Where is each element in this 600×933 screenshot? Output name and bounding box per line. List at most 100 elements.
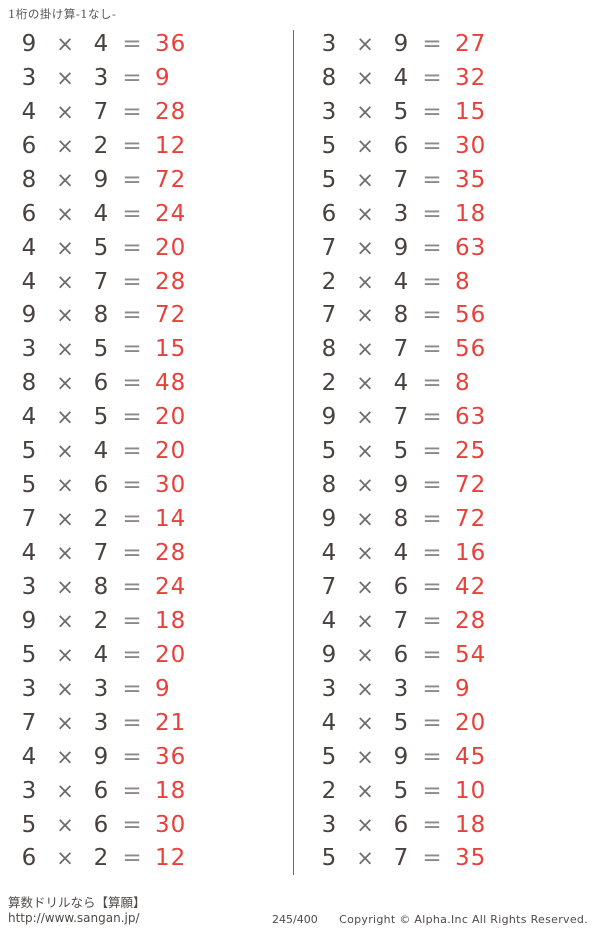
footer: 算数ドリルなら【算願】 http://www.sangan.jp/ 245/40…: [0, 890, 600, 933]
equals-symbol: =: [122, 166, 142, 193]
times-symbol: ×: [356, 201, 374, 226]
multiplier: 9: [93, 743, 109, 770]
multiplier: 9: [393, 743, 409, 770]
problem-row: 4 × 7 = 28: [0, 536, 292, 570]
answer: 10: [455, 777, 487, 804]
multiplier: 6: [393, 573, 409, 600]
times-symbol: ×: [56, 337, 74, 362]
answer: 15: [155, 336, 187, 363]
multiplicand: 2: [321, 268, 337, 295]
problem-row: 8 × 7 = 56: [300, 332, 592, 366]
answer: 30: [455, 132, 487, 159]
problem-row: 3 × 6 = 18: [0, 774, 292, 808]
equals-symbol: =: [422, 743, 442, 770]
equals-symbol: =: [422, 540, 442, 567]
equals-symbol: =: [122, 709, 142, 736]
answer: 15: [455, 98, 487, 125]
times-symbol: ×: [56, 710, 74, 735]
multiplicand: 5: [321, 438, 337, 465]
times-symbol: ×: [56, 507, 74, 532]
problem-row: 3 × 5 = 15: [0, 332, 292, 366]
multiplier: 9: [93, 166, 109, 193]
problem-row: 4 × 9 = 36: [0, 740, 292, 774]
answer: 72: [455, 506, 487, 533]
problem-row: 8 × 4 = 32: [300, 61, 592, 95]
problem-row: 9 × 7 = 63: [300, 400, 592, 434]
multiplicand: 9: [21, 607, 37, 634]
multiplier: 5: [93, 234, 109, 261]
multiplicand: 4: [321, 540, 337, 567]
multiplier: 5: [393, 438, 409, 465]
multiplicand: 3: [321, 675, 337, 702]
multiplier: 3: [93, 64, 109, 91]
multiplicand: 7: [321, 302, 337, 329]
multiplicand: 4: [21, 540, 37, 567]
equals-symbol: =: [422, 166, 442, 193]
times-symbol: ×: [356, 439, 374, 464]
times-symbol: ×: [356, 303, 374, 328]
equals-symbol: =: [122, 573, 142, 600]
times-symbol: ×: [56, 439, 74, 464]
column-divider: [292, 30, 294, 875]
times-symbol: ×: [56, 99, 74, 124]
multiplicand: 4: [21, 98, 37, 125]
problem-row: 5 × 7 = 35: [300, 842, 592, 876]
multiplicand: 7: [321, 234, 337, 261]
equals-symbol: =: [122, 200, 142, 227]
equals-symbol: =: [122, 811, 142, 838]
problem-row: 4 × 5 = 20: [0, 400, 292, 434]
answer: 45: [455, 743, 487, 770]
equals-symbol: =: [122, 777, 142, 804]
times-symbol: ×: [356, 235, 374, 260]
answer: 28: [155, 540, 187, 567]
answer: 20: [155, 234, 187, 261]
times-symbol: ×: [56, 133, 74, 158]
multiplicand: 4: [21, 268, 37, 295]
multiplier: 6: [93, 370, 109, 397]
multiplier: 2: [93, 506, 109, 533]
problems-column-left: 9 × 4 = 36 3 × 3 = 9 4 × 7 = 28 6 × 2 = …: [0, 27, 292, 875]
problem-row: 5 × 6 = 30: [300, 129, 592, 163]
problems-column-right: 3 × 9 = 2 7 8 × 4 = 32 3 × 5 = 15 5 × 6 =…: [300, 27, 592, 875]
equals-symbol: =: [422, 845, 442, 872]
times-symbol: ×: [356, 371, 374, 396]
equals-symbol: =: [422, 472, 442, 499]
multiplier: 4: [393, 268, 409, 295]
times-symbol: ×: [56, 235, 74, 260]
equals-symbol: =: [122, 302, 142, 329]
answer: 18: [155, 777, 187, 804]
answer: 36: [155, 30, 187, 57]
times-symbol: ×: [56, 608, 74, 633]
problem-row: 6 × 2 = 12: [0, 129, 292, 163]
footer-site-url: http://www.sangan.jp/: [8, 911, 140, 925]
multiplier: 5: [93, 336, 109, 363]
multiplicand: 3: [21, 64, 37, 91]
answer: 20: [155, 641, 187, 668]
problem-row: 8 × 9 = 72: [0, 163, 292, 197]
multiplicand: 3: [321, 30, 337, 57]
multiplicand: 6: [21, 132, 37, 159]
problem-row: 2 × 5 = 10: [300, 774, 592, 808]
equals-symbol: =: [422, 336, 442, 363]
problem-row: 5 × 6 = 30: [0, 808, 292, 842]
multiplicand: 9: [21, 30, 37, 57]
times-symbol: ×: [356, 167, 374, 192]
multiplicand: 2: [321, 777, 337, 804]
equals-symbol: =: [122, 370, 142, 397]
footer-site-name: 算数ドリルなら【算願】: [8, 895, 146, 910]
problem-row: 3 × 3 = 9: [0, 61, 292, 95]
problem-row: 9 × 4 = 36: [0, 27, 292, 61]
times-symbol: ×: [356, 31, 374, 56]
problem-row: 9 × 6 = 54: [300, 638, 592, 672]
problems-area: 9 × 4 = 36 3 × 3 = 9 4 × 7 = 28 6 × 2 = …: [0, 27, 600, 877]
answer: 56: [455, 336, 487, 363]
times-symbol: ×: [356, 473, 374, 498]
times-symbol: ×: [356, 507, 374, 532]
multiplier: 2: [93, 132, 109, 159]
multiplicand: 8: [321, 472, 337, 499]
multiplicand: 7: [321, 573, 337, 600]
equals-symbol: =: [122, 438, 142, 465]
equals-symbol: =: [122, 472, 142, 499]
times-symbol: ×: [356, 541, 374, 566]
multiplier: 4: [93, 438, 109, 465]
